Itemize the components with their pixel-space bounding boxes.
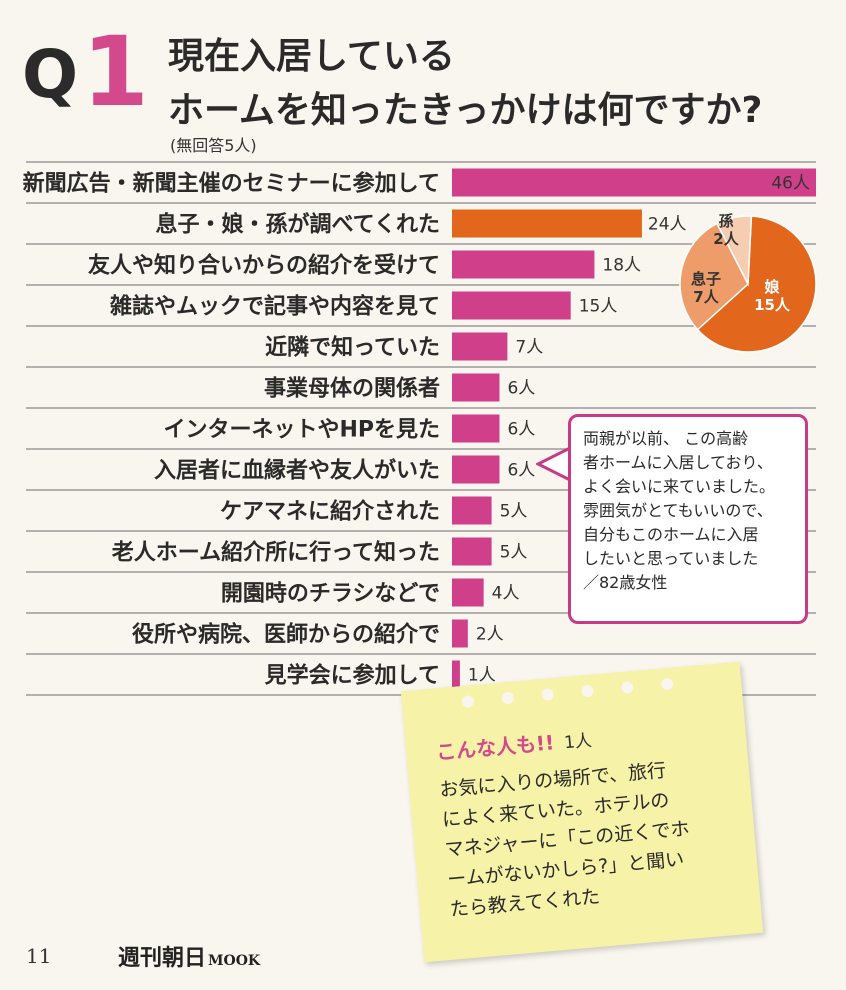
category-label: 雑誌やムックで記事や内容を見て [109, 294, 440, 320]
callout-line: ／82歳女性 [583, 573, 668, 592]
value-label: 1人 [468, 666, 496, 686]
callout-line: したいと思っていました [583, 549, 759, 568]
bar [452, 414, 500, 443]
category-label: 役所や病院、医師からの紹介で [132, 622, 440, 648]
category-label: 息子・娘・孫が調べてくれた [156, 212, 440, 238]
bar [452, 455, 500, 484]
value-label: 24人 [648, 215, 687, 235]
value-label: 18人 [602, 256, 641, 276]
callout-tail [536, 446, 572, 482]
sticky-note: こんな人も!! 1人 お気に入りの場所で、旅行 によく来ていた。ホテルの マネジャーに… [400, 661, 764, 963]
value-label: 6人 [507, 379, 535, 399]
bar [452, 537, 492, 566]
value-label: 15人 [579, 297, 618, 317]
pie-slice [715, 215, 753, 287]
bar [452, 168, 816, 197]
category-label: 老人ホーム紹介所に行って知った [111, 540, 440, 566]
sticky-count: 1人 [563, 730, 593, 754]
question-number: 1 [82, 16, 149, 128]
question-letter: Q [22, 36, 79, 113]
page-number: 11 [26, 944, 52, 968]
pie-value-label: 7人 [693, 288, 719, 306]
value-label: 7人 [515, 338, 543, 358]
page-title: 現在入居している ホームを知ったきっかけは何ですか? [168, 30, 762, 138]
no-answer-note: (無回答5人) [170, 136, 257, 155]
callout-line: よく会いに来ていました。 [583, 477, 776, 496]
callout-line: 両親が以前、 この高齢 [583, 429, 749, 448]
pie-slice [696, 215, 817, 353]
bar [452, 578, 484, 607]
pie-value-label: 2人 [713, 230, 739, 248]
bar [452, 209, 642, 238]
bar [452, 250, 595, 279]
callout-text: 両親が以前、 この高齢者ホームに入居しており、 よく会いに来ていました。 雰囲気がと… [583, 427, 793, 595]
bar [452, 332, 508, 361]
bar [452, 496, 492, 525]
sticky-heading-text: こんな人も!! [435, 730, 556, 765]
pie-slice [679, 222, 749, 331]
value-label: 6人 [507, 420, 535, 440]
category-label: 近隣で知っていた [265, 335, 440, 361]
callout-line: 自分もこのホームに入居 [583, 525, 759, 544]
category-label: 開園時のチラシなどで [221, 582, 440, 607]
bar [452, 373, 500, 402]
title-line-2: ホームを知ったきっかけは何ですか? [168, 90, 763, 131]
bar [452, 291, 571, 320]
category-label: 友人や知り合いからの紹介を受けて [88, 253, 440, 279]
brand-name: 週刊朝日 [118, 946, 207, 971]
bar [452, 619, 468, 648]
value-label: 46人 [771, 174, 810, 194]
value-label: 2人 [476, 625, 504, 645]
category-label: 入居者に血縁者や友人がいた [154, 458, 440, 484]
category-label: 事業母体の関係者 [264, 376, 440, 402]
value-label: 5人 [500, 543, 528, 563]
callout-line: 雰囲気がとてもいいので、 [583, 501, 773, 520]
title-line-1: 現在入居している [168, 36, 455, 77]
category-label: ケアマネに紹介された [220, 499, 440, 525]
value-label: 5人 [500, 502, 528, 522]
category-label: 見学会に参加して [265, 663, 440, 689]
category-label: インターネットやHPを見た [163, 418, 440, 443]
value-label: 6人 [507, 461, 535, 481]
value-label: 4人 [492, 584, 520, 604]
pie-label: 孫 [718, 212, 733, 230]
category-label: 新聞広告・新聞主催のセミナーに参加して [23, 171, 440, 197]
bar [452, 660, 460, 689]
publication-logo: 週刊朝日 MOOK [118, 940, 260, 972]
callout-line: 者ホームに入居しており、 [583, 453, 773, 472]
pie-label: 息子 [691, 270, 721, 288]
quote-callout: 両親が以前、 この高齢者ホームに入居しており、 よく会いに来ていました。 雰囲気がと… [568, 414, 808, 624]
pie-label: 娘 [764, 278, 780, 296]
sticky-body: お気に入りの場所で、旅行 によく来ていた。ホテルの マネジャーに「この近くでホ ームが… [438, 750, 746, 925]
brand-sub: MOOK [208, 953, 261, 969]
pie-value-label: 15人 [754, 296, 791, 314]
